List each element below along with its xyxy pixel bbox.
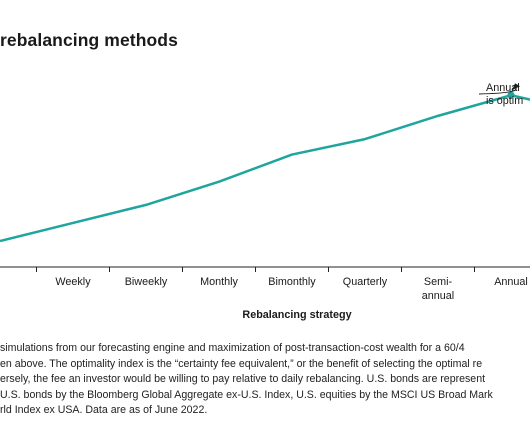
chart-footnote: simulations from our forecasting engine … bbox=[0, 341, 530, 419]
x-tick-label: Biweekly bbox=[125, 276, 168, 288]
x-tick-label: Bimonthly bbox=[268, 276, 316, 288]
footnote-line: ersely, the fee an investor would be wil… bbox=[0, 373, 486, 386]
footnote-line: simulations from our forecasting engine … bbox=[0, 342, 465, 354]
line-chart: Weekly Biweekly Monthly Bimonthly Quarterly S… bbox=[0, 82, 530, 321]
x-tick-label: Annual bbox=[494, 276, 528, 288]
annotation-arrow bbox=[478, 87, 517, 95]
series-line bbox=[0, 93, 530, 243]
annotation-arrowhead bbox=[512, 83, 520, 91]
footnote-line: U.S. bonds by the Bloomberg Global Aggre… bbox=[0, 388, 493, 401]
chart-title: rebalancing methods bbox=[0, 30, 178, 50]
footnote-line: en above. The optimality index is the “c… bbox=[0, 357, 483, 370]
x-tick-label: Quarterly bbox=[343, 276, 388, 288]
x-axis-label: Rebalancing strategy bbox=[242, 309, 351, 321]
highlight-point bbox=[507, 91, 515, 99]
footnote-line: rld Index ex USA. Data are as of June 20… bbox=[0, 404, 208, 417]
x-tick-label: Monthly bbox=[200, 276, 238, 288]
x-tick-label: Semi-annual bbox=[422, 276, 454, 302]
annotation-text: Annual is optim bbox=[486, 82, 523, 107]
x-tick-label: Weekly bbox=[55, 276, 91, 288]
